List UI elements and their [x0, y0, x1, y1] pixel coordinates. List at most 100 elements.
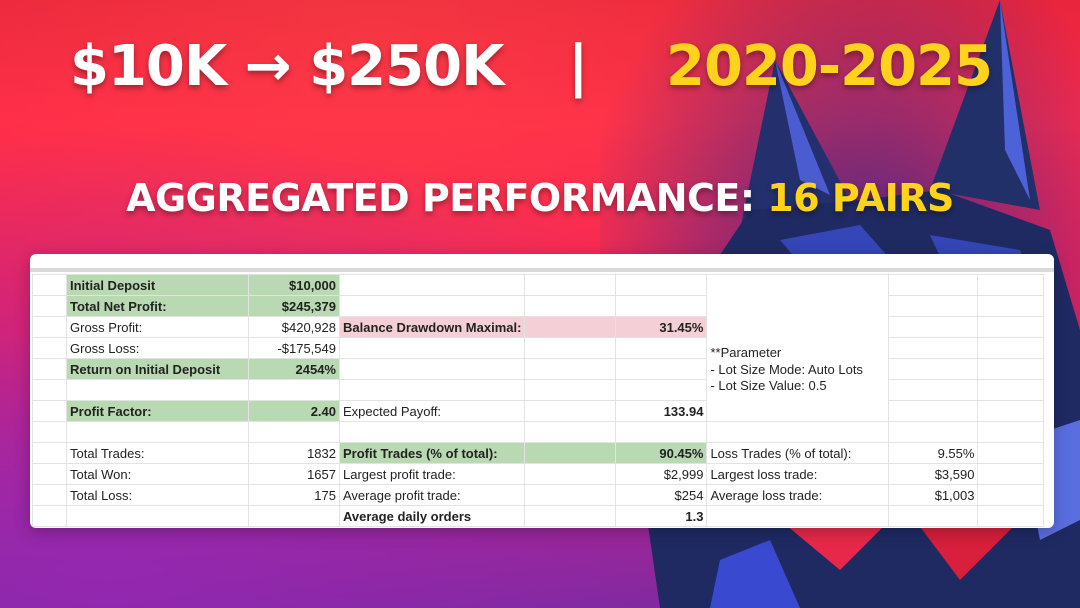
cell-empty[interactable] [888, 274, 979, 296]
cell-empty[interactable] [524, 400, 617, 422]
cell-empty[interactable] [977, 505, 1045, 527]
cell-empty[interactable] [32, 358, 67, 380]
balance-drawdown-label[interactable]: Balance Drawdown Maximal: [338, 316, 526, 338]
initial-deposit-label[interactable]: Initial Deposit [66, 274, 249, 296]
cell-empty[interactable] [888, 505, 979, 527]
cell-empty[interactable] [706, 421, 890, 443]
total-trades-label[interactable]: Total Trades: [66, 442, 249, 464]
profit-factor-value[interactable]: 2.40 [248, 400, 340, 422]
largest-profit-label[interactable]: Largest profit trade: [338, 463, 526, 485]
cell-empty[interactable] [338, 295, 526, 317]
cell-empty[interactable] [888, 337, 979, 359]
cell-empty[interactable] [32, 421, 67, 443]
cell-empty[interactable] [524, 295, 617, 317]
cell-empty[interactable] [32, 379, 67, 401]
balance-drawdown-value[interactable]: 31.45% [615, 316, 708, 338]
total-net-profit-label[interactable]: Total Net Profit: [66, 295, 249, 317]
cell-empty[interactable] [524, 358, 617, 380]
cell-empty[interactable] [888, 400, 979, 422]
total-won-label[interactable]: Total Won: [66, 463, 249, 485]
cell-empty[interactable] [977, 358, 1045, 380]
cell-empty[interactable] [888, 421, 979, 443]
cell-empty[interactable] [66, 421, 249, 443]
cell-empty[interactable] [977, 463, 1045, 485]
gross-loss-value[interactable]: -$175,549 [248, 337, 340, 359]
cell-empty[interactable] [524, 316, 617, 338]
profit-factor-label[interactable]: Profit Factor: [66, 400, 249, 422]
cell-empty[interactable] [977, 442, 1045, 464]
cell-empty[interactable] [32, 400, 67, 422]
cell-empty[interactable] [524, 442, 617, 464]
average-profit-label[interactable]: Average profit trade: [338, 484, 526, 506]
cell-empty[interactable] [888, 316, 979, 338]
initial-deposit-value[interactable]: $10,000 [248, 274, 340, 296]
cell-empty[interactable] [32, 505, 67, 527]
expected-payoff-value[interactable]: 133.94 [615, 400, 708, 422]
total-trades-value[interactable]: 1832 [248, 442, 340, 464]
cell-empty[interactable] [248, 421, 340, 443]
cell-empty[interactable] [615, 421, 708, 443]
cell-empty[interactable] [524, 505, 617, 527]
cell-empty[interactable] [615, 295, 708, 317]
cell-empty[interactable] [32, 442, 67, 464]
cell-empty[interactable] [338, 337, 526, 359]
cell-empty[interactable] [32, 316, 67, 338]
expected-payoff-label[interactable]: Expected Payoff: [338, 400, 526, 422]
cell-empty[interactable] [524, 337, 617, 359]
cell-empty[interactable] [66, 505, 249, 527]
gross-profit-value[interactable]: $420,928 [248, 316, 340, 338]
return-on-deposit-label[interactable]: Return on Initial Deposit [66, 358, 249, 380]
cell-empty[interactable] [32, 484, 67, 506]
largest-profit-value[interactable]: $2,999 [615, 463, 708, 485]
cell-empty[interactable] [615, 337, 708, 359]
cell-empty[interactable] [977, 400, 1045, 422]
profit-trades-label[interactable]: Profit Trades (% of total): [338, 442, 526, 464]
cell-empty[interactable] [524, 484, 617, 506]
cell-empty[interactable] [248, 505, 340, 527]
cell-empty[interactable] [524, 379, 617, 401]
total-loss-value[interactable]: 175 [248, 484, 340, 506]
cell-empty[interactable] [338, 358, 526, 380]
cell-empty[interactable] [615, 358, 708, 380]
total-net-profit-value[interactable]: $245,379 [248, 295, 340, 317]
gross-loss-label[interactable]: Gross Loss: [66, 337, 249, 359]
total-won-value[interactable]: 1657 [248, 463, 340, 485]
cell-empty[interactable] [888, 295, 979, 317]
total-loss-label[interactable]: Total Loss: [66, 484, 249, 506]
average-loss-value[interactable]: $1,003 [888, 484, 979, 506]
cell-empty[interactable] [248, 379, 340, 401]
cell-empty[interactable] [977, 316, 1045, 338]
cell-empty[interactable] [977, 484, 1045, 506]
cell-empty[interactable] [32, 295, 67, 317]
cell-empty[interactable] [615, 274, 708, 296]
cell-empty[interactable] [615, 379, 708, 401]
cell-empty[interactable] [32, 337, 67, 359]
cell-empty[interactable] [977, 379, 1045, 401]
cell-empty[interactable] [524, 274, 617, 296]
cell-empty[interactable] [32, 274, 67, 296]
loss-trades-label[interactable]: Loss Trades (% of total): [706, 442, 890, 464]
profit-trades-value[interactable]: 90.45% [615, 442, 708, 464]
cell-empty[interactable] [524, 421, 617, 443]
cell-empty[interactable] [66, 379, 249, 401]
cell-empty[interactable] [888, 358, 979, 380]
largest-loss-value[interactable]: $3,590 [888, 463, 979, 485]
parameter-note[interactable]: **Parameter - Lot Size Mode: Auto Lots -… [706, 274, 890, 422]
cell-empty[interactable] [32, 463, 67, 485]
loss-trades-value[interactable]: 9.55% [888, 442, 979, 464]
cell-empty[interactable] [977, 337, 1045, 359]
average-daily-orders-label[interactable]: Average daily orders [338, 505, 526, 527]
cell-empty[interactable] [338, 421, 526, 443]
cell-empty[interactable] [977, 421, 1045, 443]
cell-empty[interactable] [338, 379, 526, 401]
cell-empty[interactable] [977, 274, 1045, 296]
average-profit-value[interactable]: $254 [615, 484, 708, 506]
average-daily-orders-value[interactable]: 1.3 [615, 505, 708, 527]
cell-empty[interactable] [888, 379, 979, 401]
cell-empty[interactable] [524, 463, 617, 485]
gross-profit-label[interactable]: Gross Profit: [66, 316, 249, 338]
return-on-deposit-value[interactable]: 2454% [248, 358, 340, 380]
largest-loss-label[interactable]: Largest loss trade: [706, 463, 890, 485]
cell-empty[interactable] [706, 505, 890, 527]
cell-empty[interactable] [977, 295, 1045, 317]
